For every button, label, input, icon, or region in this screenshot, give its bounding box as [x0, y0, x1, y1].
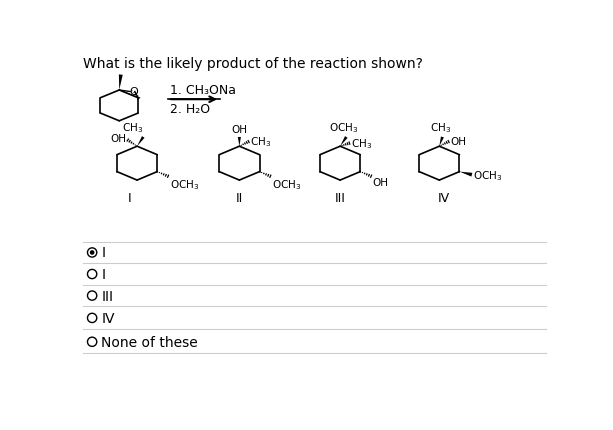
Text: IV: IV [101, 311, 115, 325]
Circle shape [89, 251, 94, 255]
Polygon shape [340, 137, 348, 147]
Text: 2. H₂O: 2. H₂O [170, 103, 210, 116]
Text: OCH$_3$: OCH$_3$ [329, 121, 358, 135]
Text: I: I [128, 191, 131, 204]
Polygon shape [460, 172, 473, 177]
Polygon shape [119, 75, 123, 91]
Text: IV: IV [438, 191, 450, 204]
Text: I: I [101, 267, 105, 281]
Text: I: I [101, 246, 105, 260]
Text: OH: OH [373, 178, 389, 187]
Text: CH$_3$: CH$_3$ [250, 135, 272, 148]
Text: CH$_3$: CH$_3$ [122, 121, 143, 135]
Text: None of these: None of these [101, 335, 198, 349]
Text: OCH$_3$: OCH$_3$ [473, 169, 503, 183]
Text: III: III [101, 289, 113, 303]
Text: II: II [236, 191, 243, 204]
Text: 1. CH₃ONa: 1. CH₃ONa [170, 84, 235, 97]
Text: OH: OH [231, 125, 248, 135]
Polygon shape [238, 138, 241, 147]
Text: OCH$_3$: OCH$_3$ [272, 178, 302, 191]
Text: OCH$_3$: OCH$_3$ [170, 178, 199, 191]
Polygon shape [137, 137, 145, 147]
Polygon shape [440, 137, 444, 147]
Text: O: O [129, 86, 138, 97]
Text: OH: OH [110, 134, 126, 144]
Text: CH$_3$: CH$_3$ [351, 137, 372, 150]
Text: CH$_3$: CH$_3$ [430, 121, 452, 135]
Text: OH: OH [450, 136, 466, 147]
Text: III: III [335, 191, 346, 204]
Text: What is the likely product of the reaction shown?: What is the likely product of the reacti… [83, 57, 423, 71]
